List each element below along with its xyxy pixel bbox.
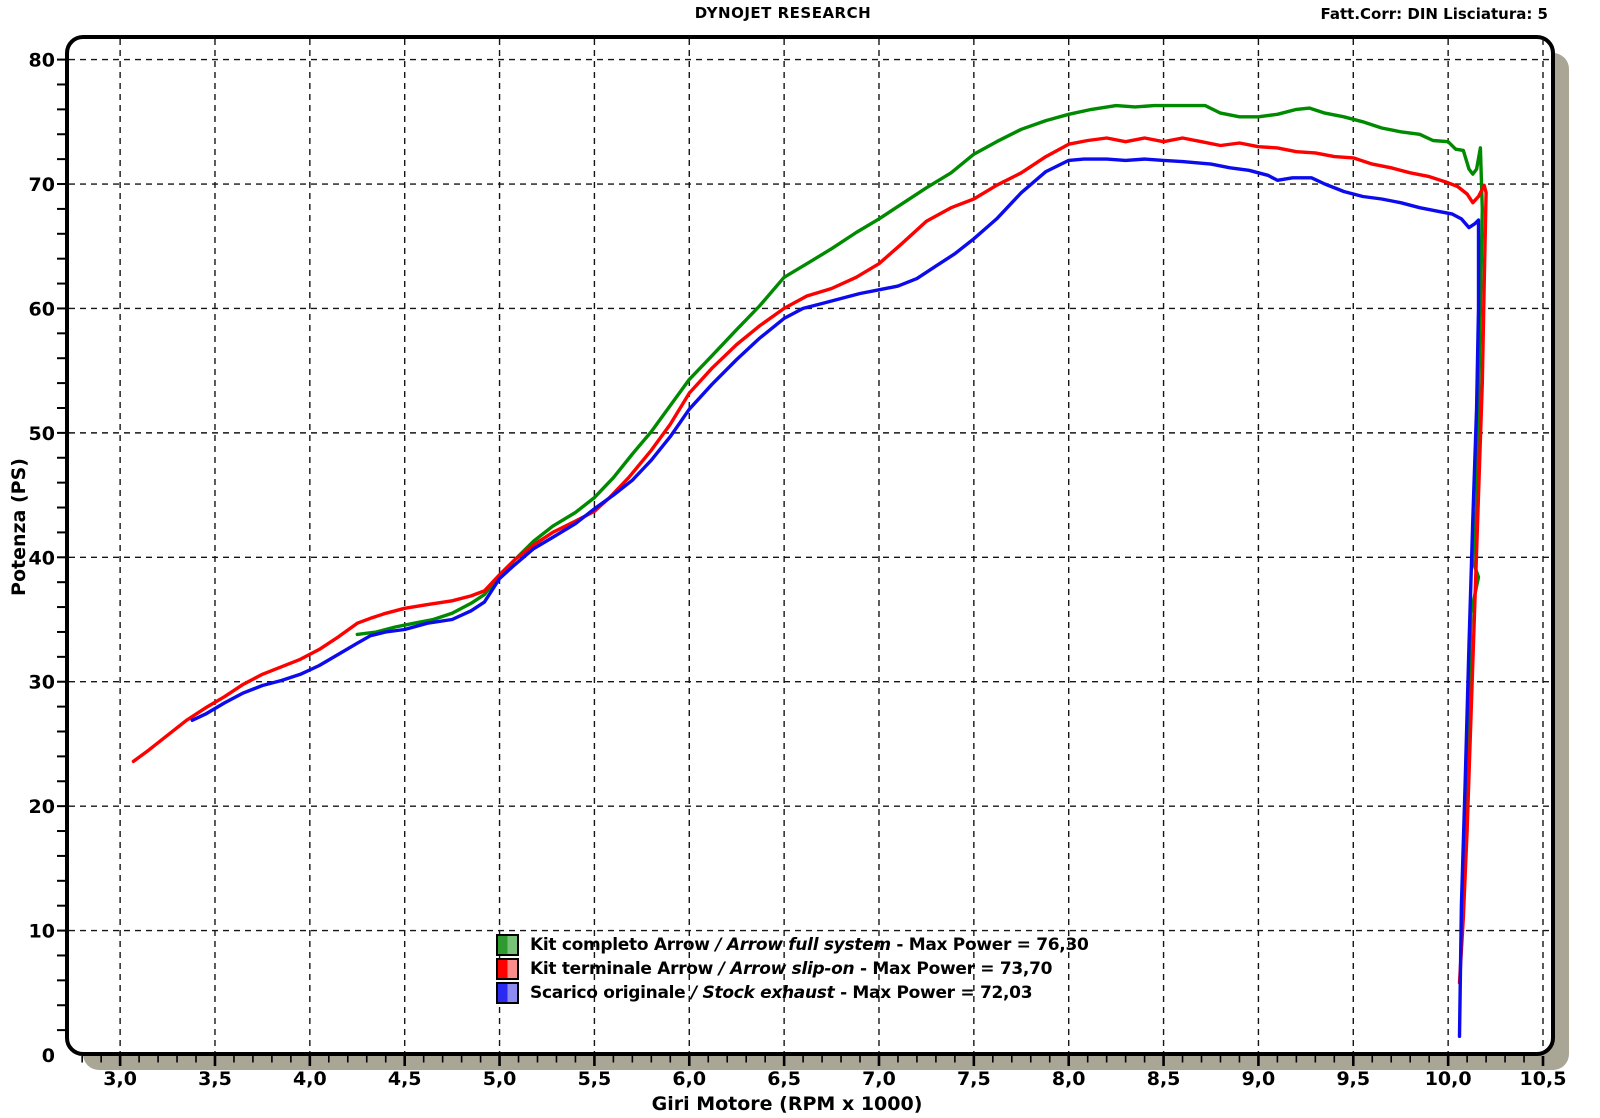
legend-swatch <box>496 934 519 956</box>
y-tick-label: 60 <box>29 298 55 320</box>
x-tick-label: 9,0 <box>1242 1068 1276 1090</box>
legend-name-italian: Kit terminale Arrow <box>530 959 714 979</box>
x-tick-label: 10,0 <box>1425 1068 1472 1090</box>
y-tick-label: 20 <box>29 796 55 818</box>
y-tick-label: 30 <box>29 672 55 694</box>
y-axis-title: Potenza (PS) <box>8 458 30 596</box>
legend-item: Scarico originale / Stock exhaust - Max … <box>496 981 1089 1005</box>
legend-label: Kit terminale Arrow / Arrow slip-on - Ma… <box>530 959 1052 979</box>
correction-info: Fatt.Corr: DIN Lisciatura: 5 <box>1320 5 1548 23</box>
legend-name-english: / Stock exhaust <box>691 983 835 1003</box>
x-tick-label: 7,5 <box>957 1068 991 1090</box>
legend: Kit completo Arrow / Arrow full system -… <box>496 933 1089 1005</box>
x-tick-label: 3,0 <box>103 1068 137 1090</box>
y-tick-label: 40 <box>29 547 55 569</box>
legend-name-italian: Kit completo Arrow <box>530 935 710 955</box>
legend-max-power: - Max Power = 76,30 <box>896 935 1089 955</box>
legend-label: Kit completo Arrow / Arrow full system -… <box>530 935 1089 955</box>
legend-max-power: - Max Power = 73,70 <box>859 959 1053 979</box>
x-tick-label: 8,5 <box>1147 1068 1181 1090</box>
x-axis-title: Giri Motore (RPM x 1000) <box>651 1093 923 1115</box>
y-tick-label: 10 <box>29 921 55 943</box>
x-tick-label: 5,5 <box>578 1068 612 1090</box>
y-tick-label: 50 <box>29 423 55 445</box>
legend-name-italian: Scarico originale <box>530 983 686 1003</box>
power-curve <box>131 136 1488 985</box>
y-tick-label: 70 <box>29 174 55 196</box>
legend-swatch <box>496 958 519 980</box>
x-tick-label: 5,0 <box>483 1068 517 1090</box>
legend-swatch <box>496 982 519 1004</box>
power-curve <box>355 103 1485 863</box>
x-tick-label: 3,5 <box>198 1068 232 1090</box>
chart-title: DYNOJET RESEARCH <box>694 4 872 22</box>
power-curve <box>190 157 1481 1039</box>
legend-item: Kit terminale Arrow / Arrow slip-on - Ma… <box>496 957 1089 981</box>
x-tick-label: 8,0 <box>1052 1068 1086 1090</box>
x-tick-label: 7,0 <box>862 1068 896 1090</box>
plot-frame <box>65 35 1555 1056</box>
legend-item: Kit completo Arrow / Arrow full system -… <box>496 933 1089 957</box>
y-tick-label: 80 <box>29 50 55 72</box>
x-tick-label: 9,5 <box>1336 1068 1370 1090</box>
legend-name-english: / Arrow slip-on <box>718 959 855 979</box>
legend-label: Scarico originale / Stock exhaust - Max … <box>530 983 1033 1003</box>
legend-max-power: - Max Power = 72,03 <box>840 983 1033 1003</box>
legend-name-english: / Arrow full system <box>715 935 891 955</box>
x-tick-label: 6,5 <box>767 1068 801 1090</box>
y-tick-label: 0 <box>42 1045 55 1067</box>
x-tick-label: 6,0 <box>672 1068 706 1090</box>
x-tick-label: 4,5 <box>388 1068 422 1090</box>
x-tick-label: 4,0 <box>293 1068 327 1090</box>
x-tick-label: 10,5 <box>1520 1068 1567 1090</box>
